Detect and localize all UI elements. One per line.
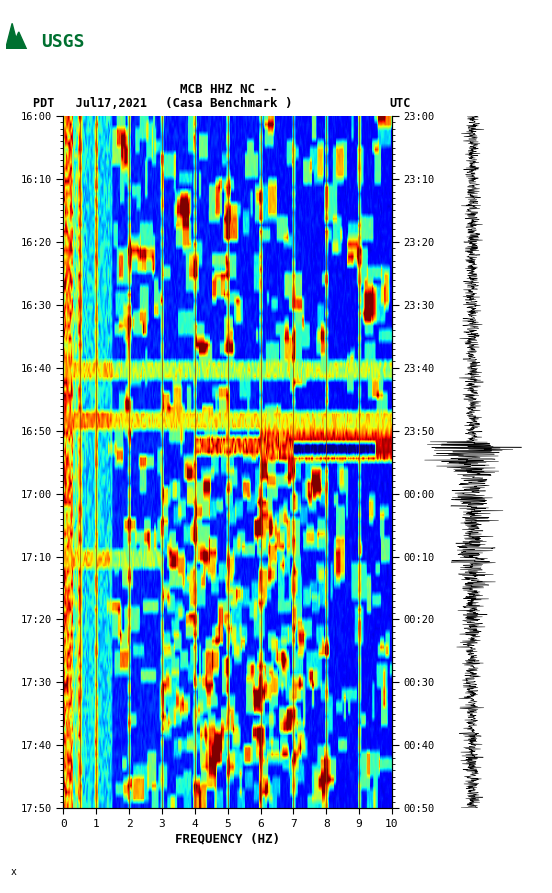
Text: MCB HHZ NC --: MCB HHZ NC -- xyxy=(181,83,278,96)
Text: USGS: USGS xyxy=(41,33,85,51)
Polygon shape xyxy=(11,32,26,49)
Text: (Casa Benchmark ): (Casa Benchmark ) xyxy=(166,96,293,110)
Text: UTC: UTC xyxy=(389,96,411,110)
Polygon shape xyxy=(6,23,19,49)
Text: PDT   Jul17,2021: PDT Jul17,2021 xyxy=(33,96,147,110)
Text: x: x xyxy=(11,867,17,877)
X-axis label: FREQUENCY (HZ): FREQUENCY (HZ) xyxy=(175,833,280,846)
